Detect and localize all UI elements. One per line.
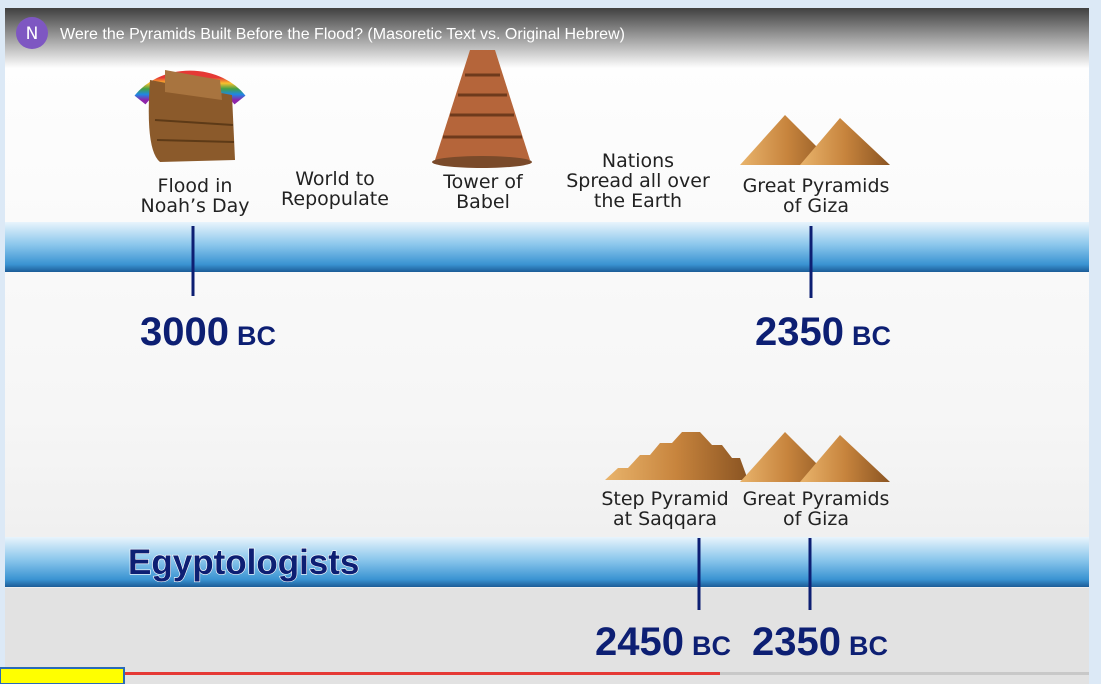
- progress-played[interactable]: [120, 672, 720, 675]
- lower-background: [5, 588, 1089, 684]
- channel-initial[interactable]: N: [26, 24, 39, 44]
- highlight-box: [0, 668, 124, 684]
- event-label: at Saqqara: [613, 508, 717, 530]
- date-year: 2350: [752, 620, 841, 664]
- video-frame: N Were the Pyramids Built Before the Flo…: [0, 0, 1101, 684]
- timeline-band: [5, 222, 1089, 272]
- event-label: Flood in: [158, 175, 233, 197]
- body: N Were the Pyramids Built Before the Flo…: [0, 0, 1101, 684]
- ark-image: [140, 70, 240, 162]
- event-label: of Giza: [783, 195, 849, 217]
- event-label: of Giza: [783, 508, 849, 530]
- date-era: BC: [692, 631, 731, 661]
- date-year: 2350: [755, 310, 844, 354]
- event-label: Babel: [456, 191, 510, 213]
- event-label: Repopulate: [281, 188, 389, 210]
- event-label: Step Pyramid: [601, 488, 728, 510]
- date-year: 3000: [140, 310, 229, 354]
- event-label: World to: [295, 168, 375, 190]
- date-year: 2450: [595, 620, 684, 664]
- event-label: Great Pyramids: [743, 488, 890, 510]
- event-label: Tower of: [442, 171, 524, 193]
- date-era: BC: [849, 631, 888, 661]
- date-era: BC: [852, 321, 891, 351]
- timeline-label: Egyptologists: [128, 543, 359, 582]
- event-label: Nations: [602, 150, 674, 172]
- event-label: Spread all over: [566, 170, 710, 192]
- event-label: Great Pyramids: [743, 175, 890, 197]
- date-era: BC: [237, 321, 276, 351]
- page: Video frame {"video": {"channel_initial"…: [0, 0, 1101, 684]
- event-label: the Earth: [594, 190, 682, 212]
- event-label: Noah’s Day: [140, 195, 249, 217]
- video-title[interactable]: Were the Pyramids Built Before the Flood…: [60, 26, 625, 43]
